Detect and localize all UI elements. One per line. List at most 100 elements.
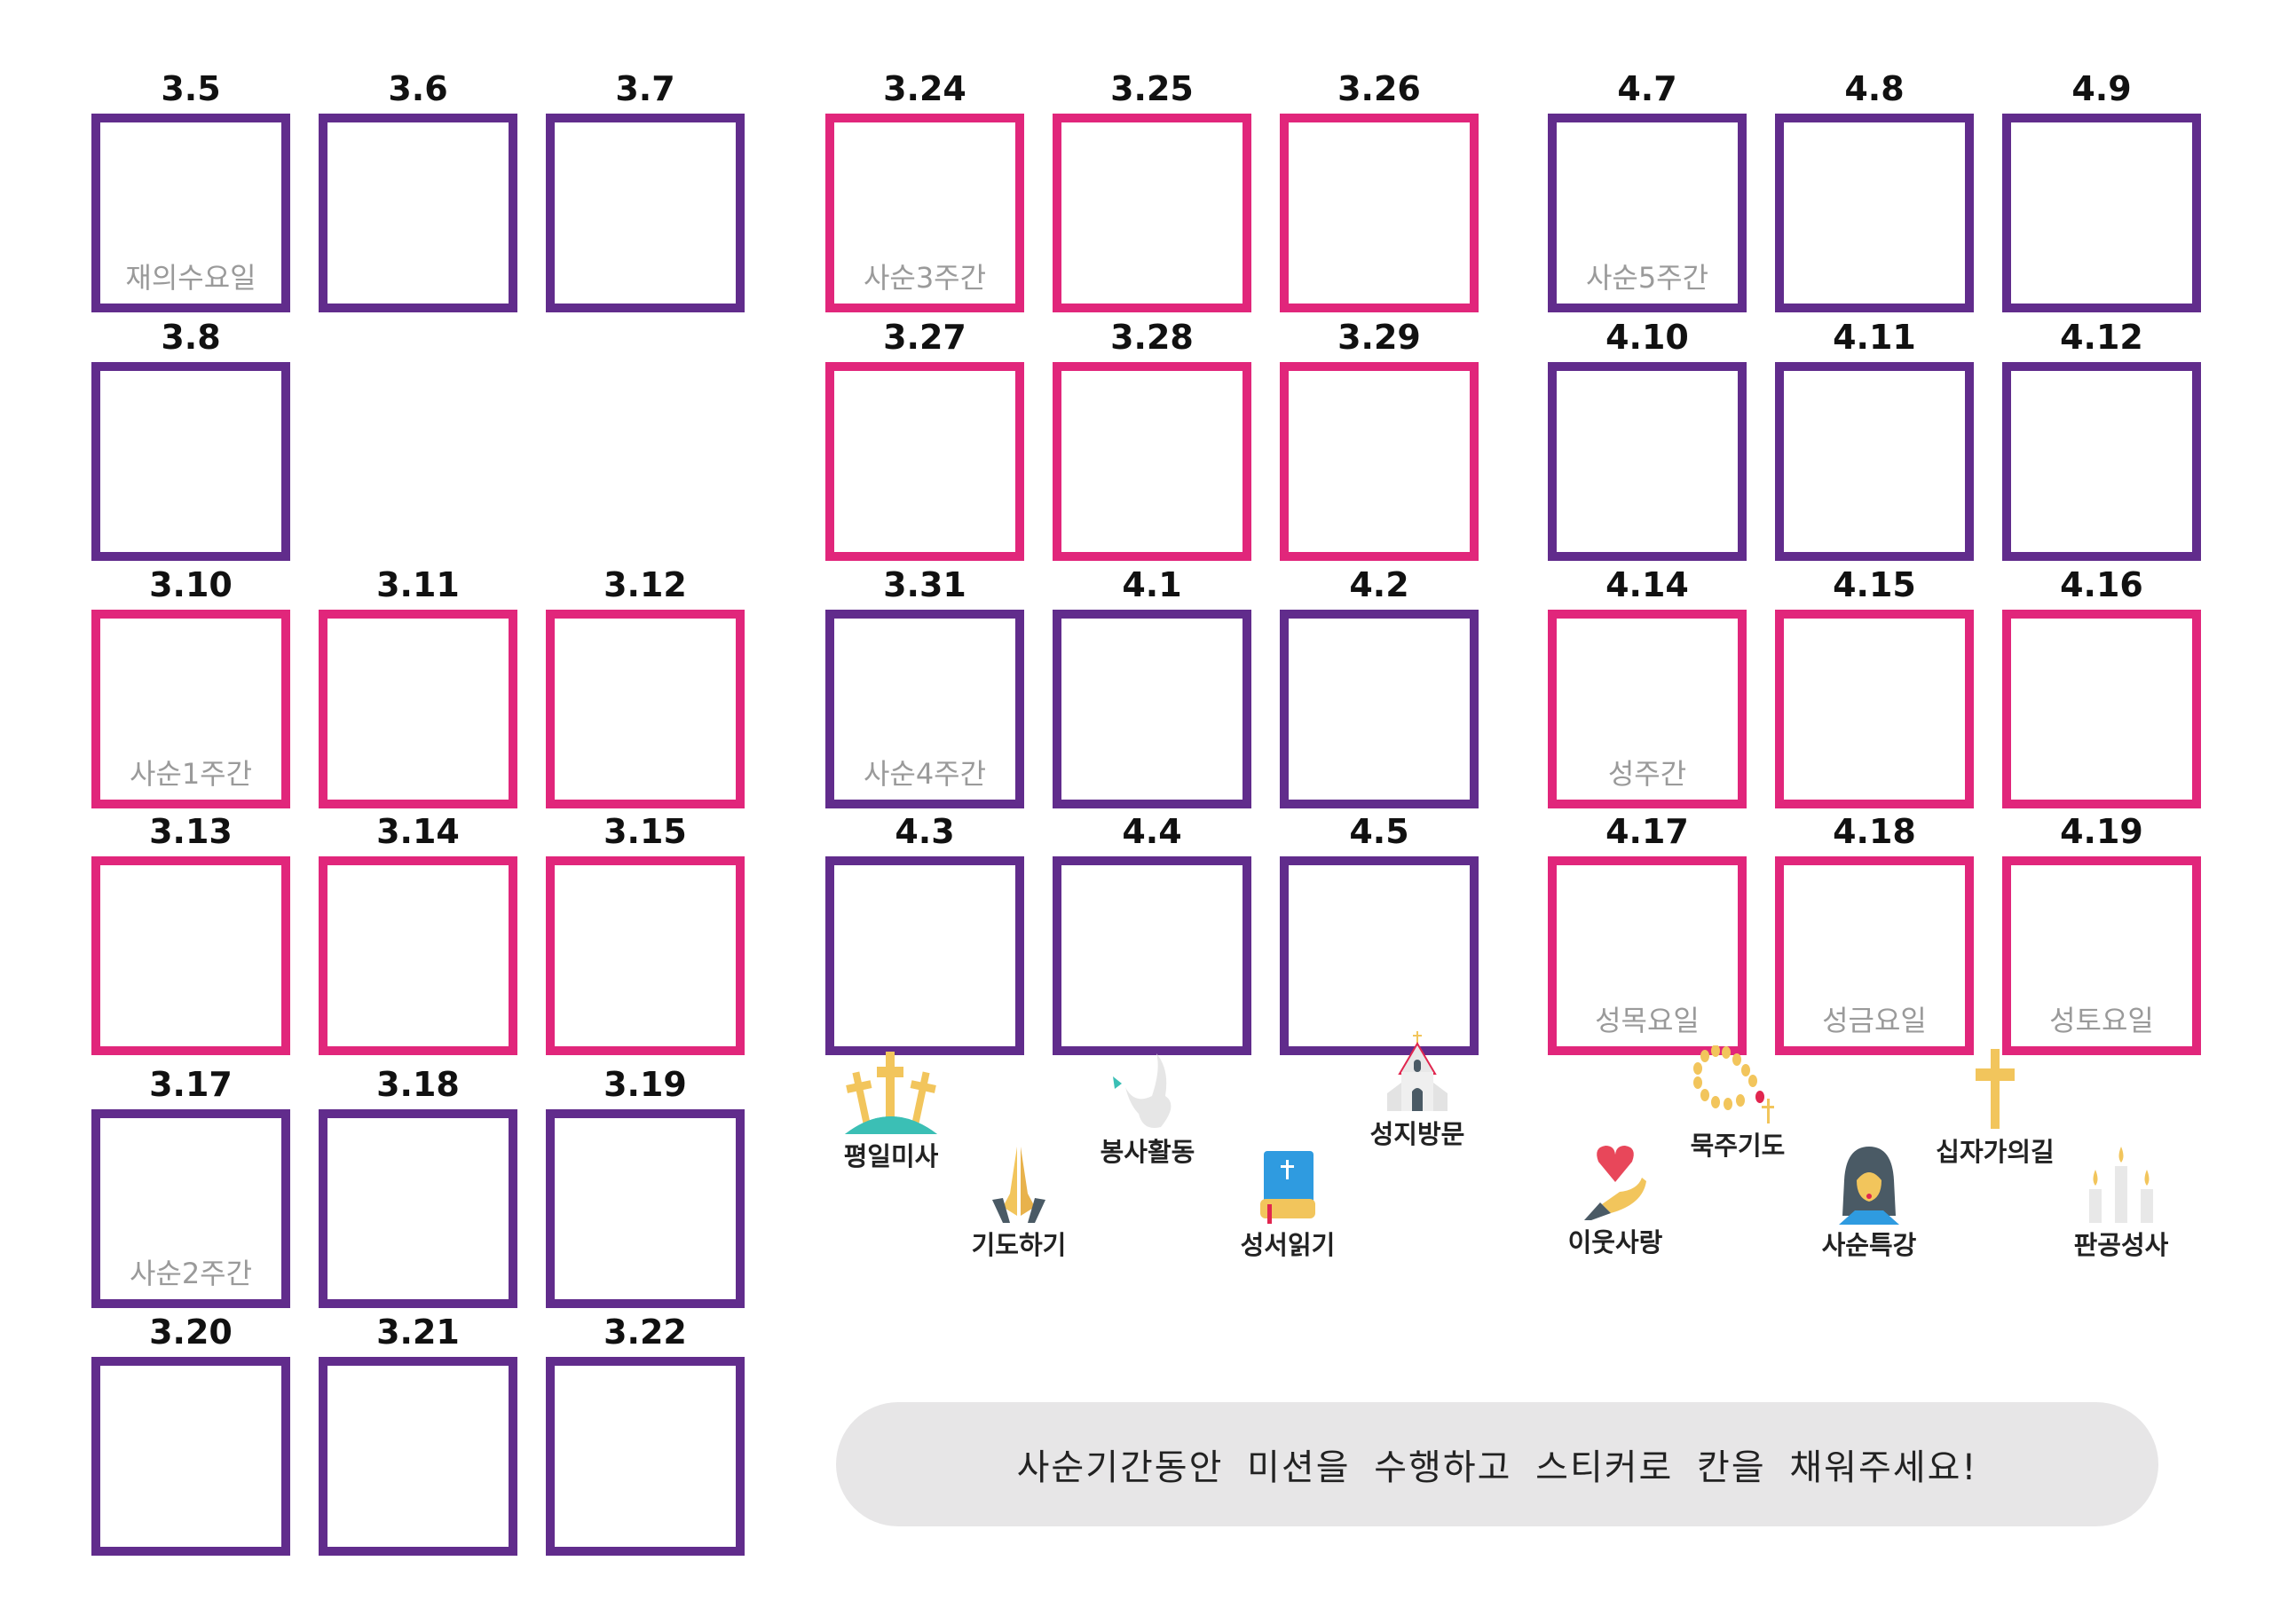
mission-item: 묵주기도 bbox=[1649, 1045, 1826, 1163]
sticker-box[interactable] bbox=[1280, 114, 1479, 312]
sticker-box[interactable] bbox=[825, 856, 1024, 1055]
mission-label: 사순특강 bbox=[1821, 1230, 1917, 1260]
cross-icon bbox=[1906, 1047, 2084, 1131]
sticker-box[interactable] bbox=[319, 114, 517, 312]
day-date: 3.13 bbox=[149, 812, 233, 851]
sticker-box[interactable] bbox=[319, 856, 517, 1055]
sticker-box[interactable] bbox=[319, 1109, 517, 1308]
dove-icon bbox=[1059, 1052, 1236, 1131]
mission-label: 기도하기 bbox=[971, 1230, 1067, 1260]
sticker-box[interactable] bbox=[1280, 610, 1479, 808]
sticker-box[interactable]: 사순3주간 bbox=[825, 114, 1024, 312]
day-date: 3.31 bbox=[883, 565, 966, 604]
sticker-box[interactable]: 성금요일 bbox=[1775, 856, 1974, 1055]
sticker-box[interactable] bbox=[1053, 610, 1251, 808]
sticker-box[interactable]: 성토요일 bbox=[2002, 856, 2201, 1055]
day-note: 사순5주간 bbox=[1585, 261, 1709, 295]
mission-item: 십자가의길 bbox=[1906, 1047, 2084, 1169]
day-date: 3.8 bbox=[161, 318, 221, 357]
sticker-box[interactable] bbox=[1053, 362, 1251, 561]
sticker-box[interactable] bbox=[2002, 610, 2201, 808]
sticker-box[interactable] bbox=[91, 856, 290, 1055]
sticker-box[interactable] bbox=[546, 1109, 745, 1308]
day-note: 사순3주간 bbox=[863, 261, 987, 295]
mission-item: 이웃사랑 bbox=[1526, 1142, 1704, 1259]
day-date: 3.19 bbox=[604, 1065, 687, 1104]
three-crosses-icon bbox=[802, 1047, 980, 1136]
day-date: 4.10 bbox=[1605, 318, 1689, 357]
day-date: 3.20 bbox=[149, 1313, 233, 1352]
day-date: 3.27 bbox=[883, 318, 966, 357]
sticker-box[interactable] bbox=[1548, 362, 1747, 561]
day-date: 4.8 bbox=[1844, 69, 1905, 108]
day-date: 3.22 bbox=[604, 1313, 687, 1352]
day-date: 3.7 bbox=[615, 69, 675, 108]
day-note: 성목요일 bbox=[1595, 1004, 1700, 1037]
sticker-box[interactable] bbox=[91, 362, 290, 561]
day-date: 3.29 bbox=[1337, 318, 1421, 357]
day-date: 3.21 bbox=[376, 1313, 460, 1352]
sticker-box[interactable]: 사순2주간 bbox=[91, 1109, 290, 1308]
sticker-box[interactable] bbox=[2002, 362, 2201, 561]
mission-item: 사순특강 bbox=[1780, 1145, 1958, 1262]
day-date: 4.4 bbox=[1122, 812, 1182, 851]
day-date: 4.14 bbox=[1605, 565, 1689, 604]
day-date: 4.16 bbox=[2060, 565, 2143, 604]
sticker-box[interactable] bbox=[1280, 856, 1479, 1055]
day-date: 4.18 bbox=[1833, 812, 1916, 851]
sticker-box[interactable]: 성목요일 bbox=[1548, 856, 1747, 1055]
day-note: 성금요일 bbox=[1822, 1004, 1927, 1037]
sticker-box[interactable]: 사순4주간 bbox=[825, 610, 1024, 808]
sticker-box[interactable] bbox=[546, 114, 745, 312]
sticker-box[interactable] bbox=[1775, 610, 1974, 808]
sticker-box[interactable] bbox=[1775, 362, 1974, 561]
day-date: 3.12 bbox=[604, 565, 687, 604]
mission-item: 평일미사 bbox=[802, 1047, 980, 1173]
jesus-icon bbox=[1780, 1145, 1958, 1225]
heart-hand-icon bbox=[1526, 1142, 1704, 1222]
mission-item: 봉사활동 bbox=[1059, 1052, 1236, 1169]
day-date: 3.11 bbox=[376, 565, 460, 604]
sticker-box[interactable]: 사순1주간 bbox=[91, 610, 290, 808]
sticker-box[interactable] bbox=[1280, 362, 1479, 561]
sticker-box[interactable] bbox=[1053, 114, 1251, 312]
bible-icon bbox=[1199, 1149, 1377, 1225]
day-note: 성토요일 bbox=[2049, 1004, 2154, 1037]
sticker-box[interactable]: 재의수요일 bbox=[91, 114, 290, 312]
day-date: 3.5 bbox=[161, 69, 221, 108]
sticker-box[interactable] bbox=[1053, 856, 1251, 1055]
day-date: 4.11 bbox=[1833, 318, 1916, 357]
sticker-box[interactable] bbox=[546, 1357, 745, 1556]
sticker-box[interactable] bbox=[319, 1357, 517, 1556]
day-date: 4.17 bbox=[1605, 812, 1689, 851]
day-date: 4.15 bbox=[1833, 565, 1916, 604]
mission-item: 기도하기 bbox=[930, 1145, 1108, 1262]
mission-label: 십자가의길 bbox=[1936, 1137, 2055, 1167]
sticker-box[interactable] bbox=[91, 1357, 290, 1556]
sticker-box[interactable] bbox=[319, 610, 517, 808]
day-note: 사순2주간 bbox=[129, 1257, 253, 1290]
day-date: 4.9 bbox=[2071, 69, 2132, 108]
mission-label: 판공성사 bbox=[2073, 1230, 2169, 1260]
day-date: 4.5 bbox=[1349, 812, 1409, 851]
mission-label: 평일미사 bbox=[843, 1141, 939, 1171]
day-note: 사순4주간 bbox=[863, 757, 987, 791]
day-date: 3.14 bbox=[376, 812, 460, 851]
mission-label: 묵주기도 bbox=[1690, 1131, 1786, 1161]
day-date: 4.1 bbox=[1122, 565, 1182, 604]
mission-label: 이웃사랑 bbox=[1567, 1227, 1663, 1257]
mission-label: 봉사활동 bbox=[1100, 1137, 1195, 1167]
sticker-box[interactable] bbox=[546, 610, 745, 808]
day-date: 4.3 bbox=[895, 812, 955, 851]
day-note: 사순1주간 bbox=[129, 757, 253, 791]
church-icon bbox=[1329, 1029, 1506, 1114]
day-date: 4.12 bbox=[2060, 318, 2143, 357]
sticker-box[interactable] bbox=[825, 362, 1024, 561]
sticker-box[interactable]: 성주간 bbox=[1548, 610, 1747, 808]
sticker-box[interactable] bbox=[1775, 114, 1974, 312]
day-date: 3.18 bbox=[376, 1065, 460, 1104]
sticker-box[interactable]: 사순5주간 bbox=[1548, 114, 1747, 312]
candles-icon bbox=[2032, 1145, 2210, 1225]
sticker-box[interactable] bbox=[2002, 114, 2201, 312]
sticker-box[interactable] bbox=[546, 856, 745, 1055]
